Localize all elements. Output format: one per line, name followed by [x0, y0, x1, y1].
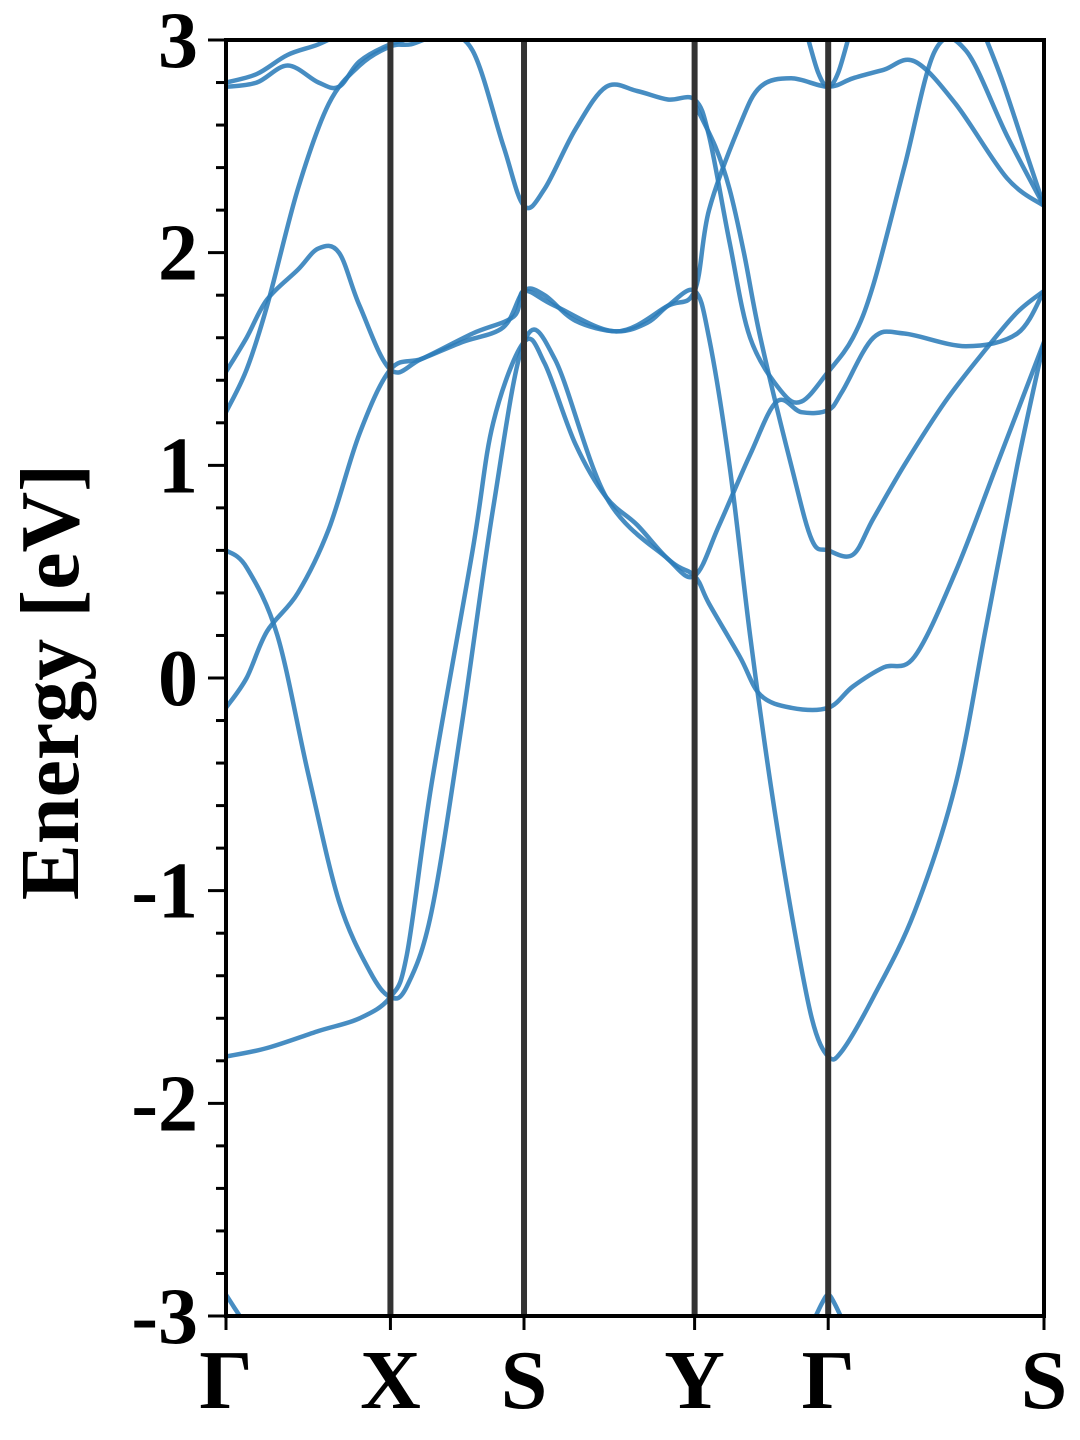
x-tick-label: S	[1021, 1334, 1068, 1427]
y-axis: -3 -2 -1 0 1 2 3	[131, 0, 226, 1361]
x-tick-label: Y	[664, 1334, 725, 1427]
y-tick-label: 1	[158, 422, 198, 510]
y-tick-label: 3	[158, 0, 198, 85]
bands-group	[226, 40, 1044, 1316]
band-line-1	[226, 289, 1044, 1059]
y-axis-title: Energy [eV]	[4, 464, 97, 900]
band-line-6	[226, 40, 334, 85]
band-line-8	[692, 102, 1044, 559]
plot-frame	[224, 38, 1046, 1318]
x-tick-label: Γ	[801, 1334, 854, 1427]
y-tick-label: 0	[158, 635, 198, 723]
band-line-3	[226, 286, 1044, 1062]
band-line-10	[984, 40, 1044, 207]
y-tick-label: -1	[131, 848, 198, 936]
band-line-5	[226, 40, 1044, 414]
x-tick-label: X	[360, 1334, 421, 1427]
band-line-4	[226, 57, 1044, 375]
y-tick-label: -2	[131, 1060, 198, 1148]
y-tick-label: -3	[131, 1273, 198, 1361]
y-tick-label: 2	[158, 210, 198, 298]
x-tick-label: Γ	[199, 1334, 252, 1427]
band-line-2	[226, 327, 1044, 1001]
x-tick-label: S	[501, 1334, 548, 1427]
kpath-lines	[387, 40, 832, 1316]
